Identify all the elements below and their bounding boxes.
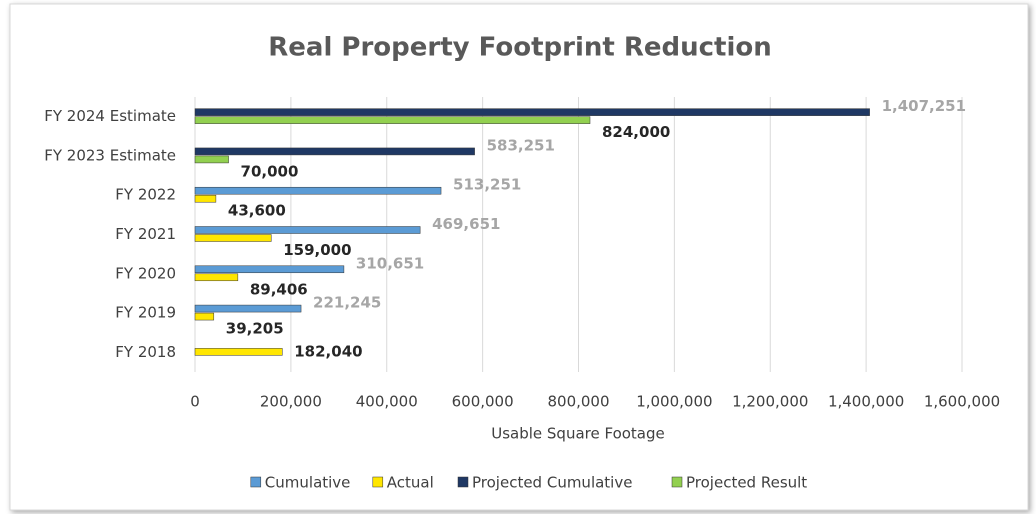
data-label: 89,406 — [250, 280, 308, 298]
x-tick-label: 600,000 — [452, 393, 514, 411]
x-tick-label: 1,400,000 — [828, 393, 904, 411]
data-label: 469,651 — [432, 215, 500, 233]
data-label: 310,651 — [356, 254, 424, 272]
x-tick-label: 400,000 — [356, 393, 418, 411]
data-label: 824,000 — [602, 123, 670, 141]
bar — [194, 147, 475, 156]
data-label: 1,407,251 — [882, 97, 966, 115]
data-label: 513,251 — [453, 176, 521, 194]
x-tick-label: 800,000 — [547, 393, 609, 411]
y-tick-label: FY 2018 — [115, 343, 176, 361]
bar — [194, 265, 345, 274]
x-tick-label: 0 — [190, 393, 200, 411]
legend-label: Cumulative — [265, 474, 351, 492]
x-tick-label: 200,000 — [260, 393, 322, 411]
x-tick-label: 1,200,000 — [732, 393, 808, 411]
bar — [194, 304, 302, 313]
x-tick-label: 1,000,000 — [636, 393, 712, 411]
data-label: 221,245 — [313, 294, 381, 312]
legend-label: Actual — [387, 474, 434, 492]
bar — [194, 234, 272, 242]
bar — [194, 186, 442, 195]
bar — [194, 194, 217, 203]
data-label: 70,000 — [241, 162, 299, 180]
bar — [194, 348, 283, 356]
bar — [194, 108, 870, 116]
chart-title: Real Property Footprint Reduction — [268, 33, 772, 63]
bar — [194, 155, 229, 164]
y-tick-label: FY 2023 Estimate — [44, 146, 176, 164]
y-tick-label: FY 2022 — [115, 186, 176, 204]
bar — [194, 116, 591, 124]
y-tick-label: FY 2019 — [115, 304, 176, 322]
bar — [194, 273, 239, 282]
bar — [194, 226, 421, 234]
data-label: 182,040 — [294, 342, 362, 360]
y-tick-label: FY 2021 — [115, 225, 176, 243]
legend-label: Projected Cumulative — [472, 474, 632, 492]
x-axis-title: Usable Square Footage — [491, 425, 665, 443]
x-tick-label: 1,600,000 — [924, 393, 1000, 411]
data-label: 43,600 — [228, 202, 286, 220]
y-tick-label: FY 2024 Estimate — [44, 107, 176, 125]
y-tick-label: FY 2020 — [115, 264, 176, 282]
legend-swatch — [372, 476, 384, 488]
data-label: 159,000 — [283, 241, 351, 259]
bar — [194, 312, 215, 321]
data-label: 583,251 — [487, 136, 555, 154]
legend-swatch — [250, 476, 262, 488]
legend-swatch — [457, 476, 469, 488]
chart-frame — [9, 3, 1029, 511]
legend-swatch — [671, 476, 683, 488]
data-label: 39,205 — [226, 320, 284, 338]
legend-label: Projected Result — [686, 474, 807, 492]
